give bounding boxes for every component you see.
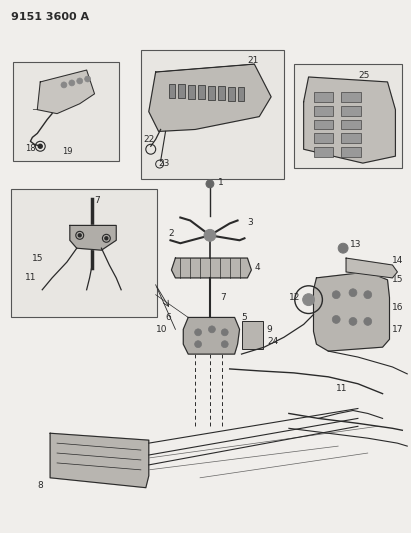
Bar: [314, 133, 333, 143]
Polygon shape: [37, 70, 95, 114]
Text: 12: 12: [289, 293, 300, 302]
Bar: [341, 106, 361, 116]
Circle shape: [302, 294, 314, 305]
Text: 15: 15: [32, 254, 44, 263]
Circle shape: [204, 229, 216, 241]
Bar: [208, 86, 215, 100]
Circle shape: [349, 318, 357, 325]
Bar: [141, 50, 284, 179]
Polygon shape: [70, 225, 116, 250]
Circle shape: [332, 316, 340, 324]
Text: 15: 15: [393, 276, 404, 285]
Bar: [242, 321, 263, 349]
Circle shape: [105, 237, 108, 240]
Circle shape: [85, 76, 90, 82]
Text: 18: 18: [25, 144, 36, 153]
Polygon shape: [183, 318, 240, 354]
Circle shape: [221, 329, 228, 336]
Text: 4: 4: [254, 263, 260, 272]
Text: 2: 2: [169, 229, 174, 238]
Text: 14: 14: [393, 255, 404, 264]
Text: 3: 3: [247, 218, 253, 227]
Bar: [169, 84, 175, 98]
Bar: [228, 87, 235, 101]
Circle shape: [221, 341, 228, 348]
Polygon shape: [149, 64, 271, 132]
Polygon shape: [346, 258, 397, 278]
Circle shape: [195, 341, 201, 348]
Text: 10: 10: [156, 325, 167, 334]
Text: 25: 25: [358, 70, 369, 79]
Bar: [13, 62, 119, 161]
Circle shape: [208, 326, 215, 333]
Circle shape: [195, 329, 201, 336]
Text: 21: 21: [247, 55, 259, 64]
Circle shape: [78, 234, 81, 237]
Polygon shape: [50, 433, 149, 488]
Bar: [314, 147, 333, 157]
Text: 6: 6: [166, 313, 171, 322]
Text: 7: 7: [220, 293, 226, 302]
Circle shape: [38, 144, 42, 148]
Text: 13: 13: [350, 240, 362, 249]
Bar: [314, 106, 333, 116]
Text: 9: 9: [266, 325, 272, 334]
Text: 1: 1: [218, 179, 224, 188]
Polygon shape: [171, 258, 252, 278]
Circle shape: [69, 80, 75, 86]
Text: 16: 16: [393, 303, 404, 312]
Bar: [188, 85, 195, 99]
Circle shape: [338, 243, 348, 253]
Bar: [341, 119, 361, 130]
Bar: [341, 133, 361, 143]
Circle shape: [61, 82, 67, 88]
Text: 5: 5: [242, 313, 247, 322]
Text: 23: 23: [159, 159, 170, 167]
Text: 9151 3600 A: 9151 3600 A: [11, 12, 89, 22]
Circle shape: [364, 290, 372, 298]
Bar: [314, 119, 333, 130]
Circle shape: [206, 180, 214, 188]
Circle shape: [349, 289, 357, 297]
Text: 24: 24: [267, 337, 278, 346]
Circle shape: [364, 318, 372, 325]
Text: 19: 19: [62, 147, 72, 156]
Text: 7: 7: [95, 196, 100, 205]
Bar: [238, 87, 245, 101]
Polygon shape: [304, 77, 395, 163]
Bar: [178, 84, 185, 98]
Circle shape: [77, 78, 83, 84]
Text: 8: 8: [37, 481, 43, 490]
Text: 17: 17: [393, 325, 404, 334]
Bar: [314, 92, 333, 102]
Text: 22: 22: [144, 135, 155, 144]
Circle shape: [332, 290, 340, 298]
Bar: [294, 64, 402, 168]
Text: 11: 11: [336, 384, 348, 393]
Text: 11: 11: [25, 273, 36, 282]
Bar: [198, 85, 205, 99]
Bar: [11, 189, 157, 318]
Bar: [218, 86, 225, 100]
Bar: [341, 147, 361, 157]
Polygon shape: [314, 272, 390, 351]
Bar: [341, 92, 361, 102]
